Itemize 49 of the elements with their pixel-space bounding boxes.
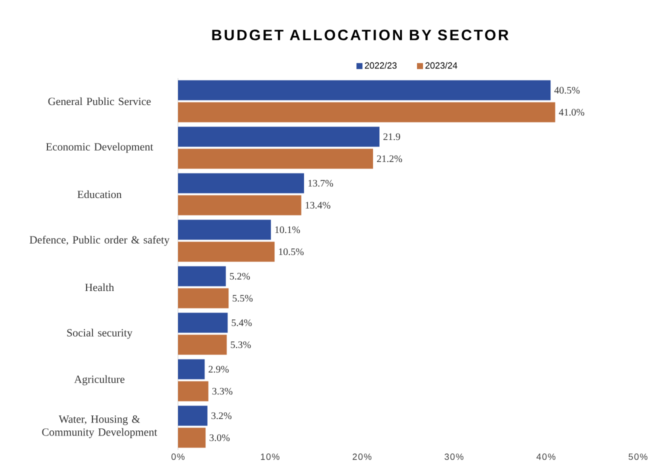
chart-title: BUDGET ALLOCATION BY SECTOR	[212, 30, 508, 40]
y-tick-label: Education	[77, 190, 122, 198]
data-label: 3.2%	[211, 412, 232, 420]
data-label: 21.9	[383, 133, 400, 140]
y-tick-label: General Public Service	[48, 97, 151, 106]
legend-label: 2022/23	[364, 62, 397, 69]
x-tick-label: 30%	[444, 454, 464, 460]
x-tick-label: 10%	[260, 454, 280, 460]
bar	[178, 195, 302, 216]
y-tick-label: Economic Development	[46, 142, 154, 153]
data-label: 3.3%	[212, 388, 232, 395]
bar	[178, 428, 206, 448]
y-tick-label: Defence, Public order & safety	[30, 236, 170, 246]
data-label: 10.1%	[275, 226, 300, 234]
bar	[178, 126, 380, 147]
bar	[178, 266, 226, 286]
bar	[178, 381, 208, 402]
x-tick-label: 40%	[536, 454, 556, 460]
data-label: 3.0%	[210, 434, 230, 442]
bar	[178, 288, 229, 308]
bar	[178, 148, 374, 169]
data-label: 5.2%	[230, 272, 250, 280]
bar	[178, 312, 228, 333]
bar	[178, 359, 205, 380]
bar	[178, 220, 271, 240]
data-label: 13.7%	[308, 180, 334, 187]
x-tick-label: 0%	[171, 454, 185, 460]
x-tick-label: 20%	[352, 454, 372, 460]
data-label: 21.2%	[377, 155, 402, 162]
data-label: 5.3%	[230, 341, 251, 348]
y-tick-label: Health	[85, 283, 114, 292]
y-tick-label: Social security	[67, 328, 132, 339]
data-label: 5.4%	[232, 319, 252, 326]
bar	[178, 242, 275, 262]
bar	[178, 173, 304, 194]
data-label: 41.0%	[558, 108, 584, 116]
y-tick-label: Agriculture	[74, 375, 124, 386]
bar	[178, 80, 551, 100]
bar	[178, 102, 556, 122]
data-label: 5.5%	[232, 294, 253, 302]
bar	[178, 406, 208, 426]
bar	[178, 334, 227, 355]
x-tick-label: 50%	[628, 454, 648, 460]
data-label: 13.4%	[306, 202, 330, 209]
data-label: 2.9%	[208, 366, 229, 373]
data-label: 40.5%	[554, 86, 580, 94]
legend-label: 2023/24	[425, 62, 458, 69]
y-tick-label: Water, Housing & Community Development	[42, 415, 158, 438]
data-label: 10.5%	[279, 248, 304, 256]
